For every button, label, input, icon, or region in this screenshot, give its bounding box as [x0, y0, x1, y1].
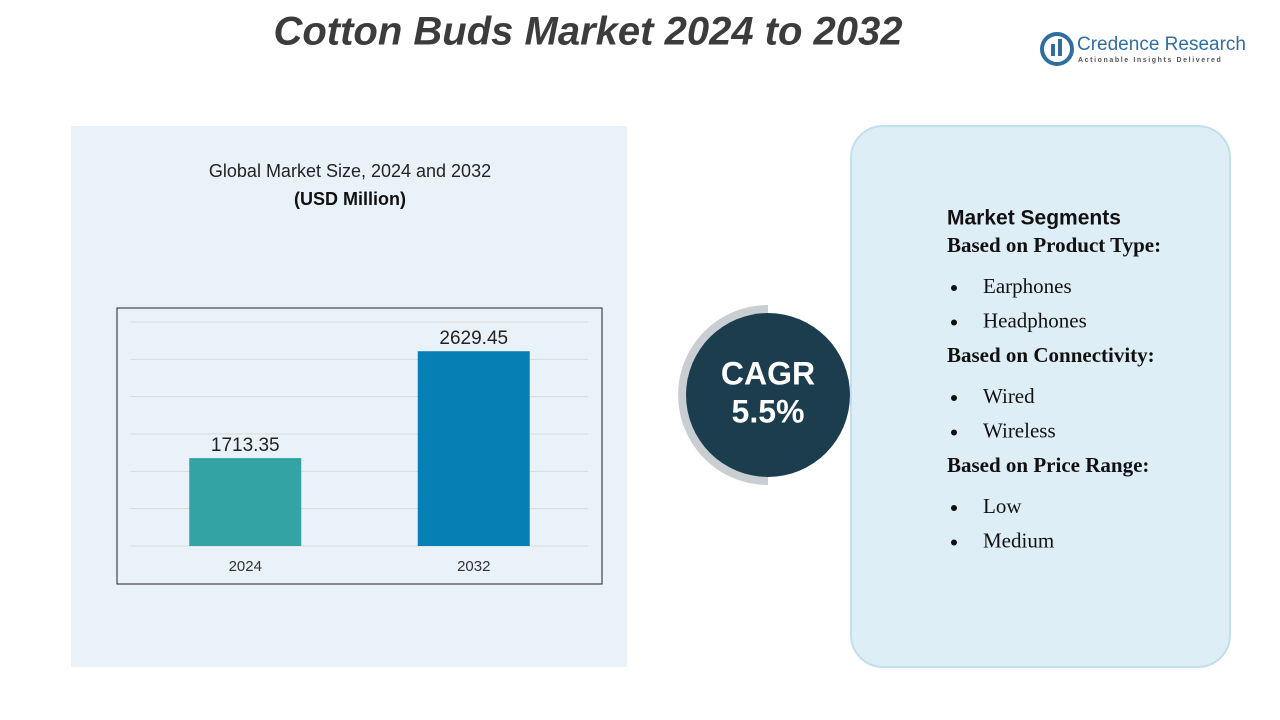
page-title: Cotton Buds Market 2024 to 2032	[273, 10, 902, 54]
chart-frame	[116, 307, 603, 585]
bullet	[951, 395, 957, 401]
cagr-badge: CAGR 5.5%	[678, 305, 850, 485]
segment-group-title: Based on Price Range:	[947, 453, 1149, 477]
chart-title: Global Market Size, 2024 and 2032	[209, 161, 491, 181]
segment-item: Medium	[983, 528, 1054, 552]
segment-item: Headphones	[983, 308, 1087, 332]
value-label: 1713.35	[211, 435, 280, 456]
segments-panel	[850, 125, 1231, 668]
segment-item: Low	[983, 494, 1022, 518]
value-label: 2629.45	[439, 328, 508, 349]
segment-item: Wired	[983, 384, 1035, 408]
bullet	[951, 539, 957, 546]
cagr-value: 5.5%	[732, 393, 805, 429]
bullet	[951, 319, 957, 326]
cagr-label: CAGR	[721, 355, 815, 391]
x-tick-label: 2024	[229, 558, 262, 575]
segments-title: Market Segments	[947, 207, 1121, 230]
bar	[189, 458, 302, 546]
chart-subtitle: (USD Million)	[294, 189, 406, 209]
logo-icon	[1040, 32, 1074, 66]
segment-item: Earphones	[983, 274, 1072, 298]
bullet	[951, 429, 957, 436]
cagr-circle	[686, 313, 850, 477]
x-tick-label: 2032	[457, 558, 490, 575]
bullet	[951, 505, 957, 511]
segment-group-title: Based on Product Type:	[947, 233, 1161, 257]
bar	[417, 351, 530, 546]
logo: Credence Research Actionable Insights De…	[1040, 32, 1246, 66]
logo-icon	[1051, 44, 1055, 56]
segment-item: Wireless	[983, 418, 1056, 442]
bullet	[951, 285, 957, 291]
tagline: Actionable Insights Delivered	[1078, 57, 1222, 64]
logo-icon	[1058, 39, 1062, 56]
brand: Credence Research	[1077, 34, 1246, 55]
segment-group-title: Based on Connectivity:	[947, 343, 1155, 367]
